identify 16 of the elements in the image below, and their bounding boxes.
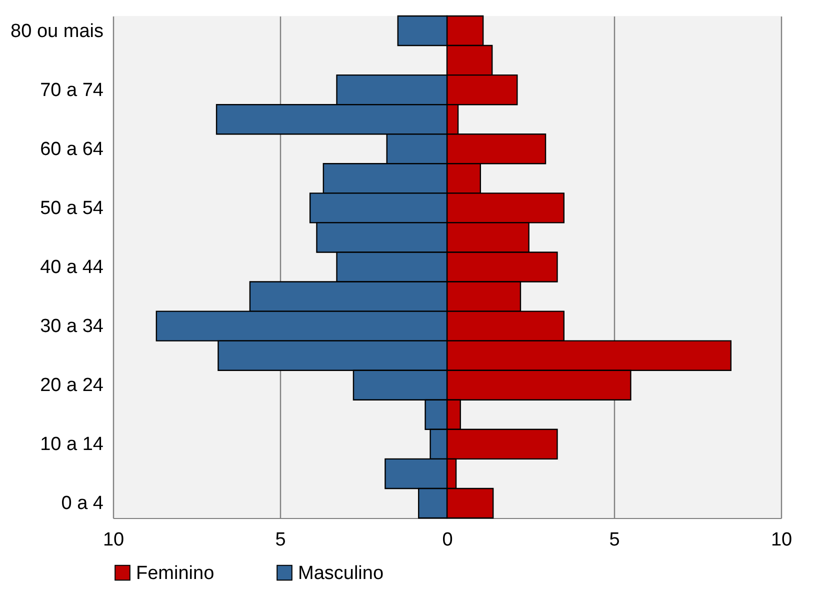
x-tick-label: 5 [275,530,286,550]
y-tick-label: 20 a 24 [40,375,104,396]
x-tick-label: 5 [609,530,620,550]
y-tick-label: 60 a 64 [40,138,104,160]
x-tick-label: 0 [442,530,453,550]
y-tick-label: 0 a 4 [61,493,104,514]
x-tick-label: 10 [102,530,124,550]
y-tick-label: 80 ou mais [10,20,104,42]
y-tick-label: 50 a 54 [40,198,104,219]
legend-label: Feminino [136,562,214,584]
legend-label: Masculino [298,562,384,584]
x-tick-label: 10 [770,530,792,550]
y-tick-label: 40 a 44 [40,257,104,278]
y-tick-label: 10 a 14 [40,434,104,456]
y-tick-label: 30 a 34 [40,316,104,338]
y-tick-label: 70 a 74 [40,80,104,101]
